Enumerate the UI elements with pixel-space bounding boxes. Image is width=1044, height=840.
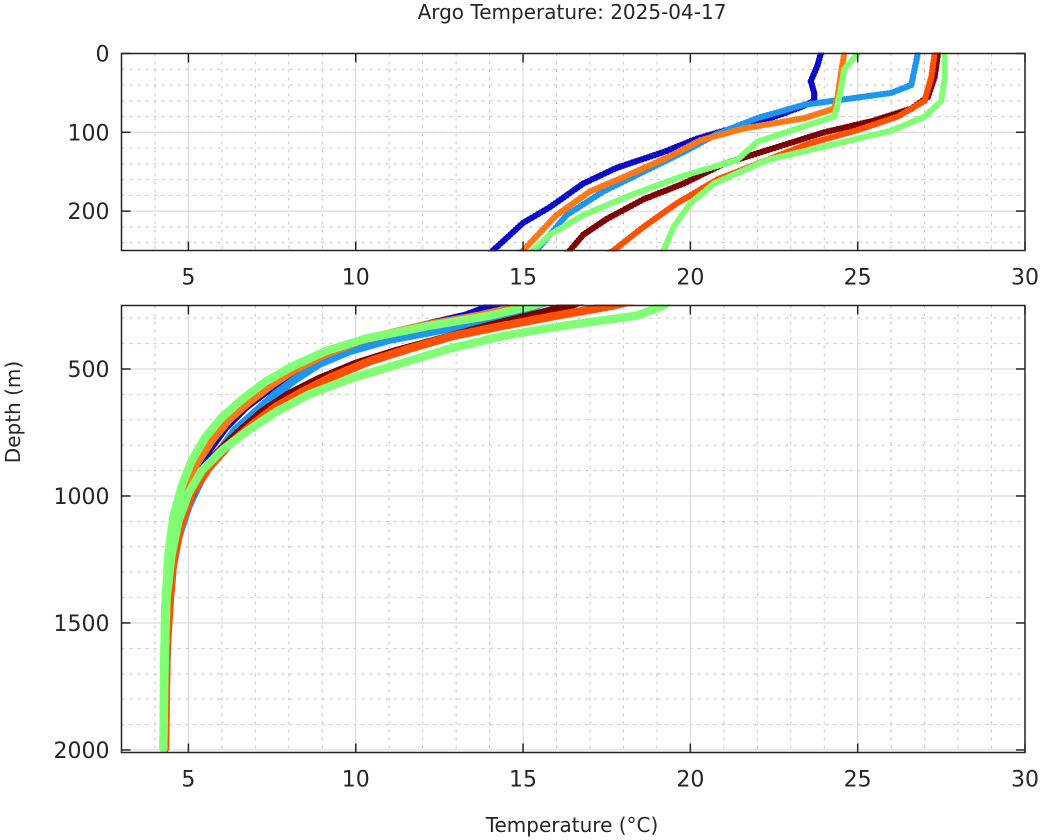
data-point [544,304,550,306]
y-tick-label: 100 [68,121,110,146]
lower-axes-box [120,304,1026,754]
data-point [526,251,530,252]
x-tick-label: 30 [1011,768,1039,793]
x-tick-label: 5 [181,266,195,291]
x-tick-label: 25 [844,266,872,291]
data-point [512,253,518,259]
data-point [536,295,544,303]
upper-series [485,52,948,259]
lower-ticks: 5 10 15 20 25 30 500 1000 1500 2000 [54,305,1039,793]
data-point [536,304,539,305]
x-tick-label: 30 [1011,266,1039,291]
x-tick-label: 20 [676,768,704,793]
x-tick-label: 20 [676,266,704,291]
data-point [508,296,516,304]
data-point [630,296,638,304]
upper-ticks: 5 10 15 20 25 30 0 100 200 [68,43,1040,291]
y-tick-label: 500 [68,358,110,383]
data-point [531,304,538,306]
upper-axes-box [120,52,1026,252]
data-point [549,296,557,304]
data-point [507,296,515,304]
data-point [529,252,535,258]
data-point [632,296,640,304]
data-point [550,295,558,303]
data-point [577,304,584,306]
y-tick-label: 0 [96,43,110,68]
data-point [582,296,590,304]
data-point [562,252,568,258]
x-tick-label: 25 [844,768,872,793]
data-point [485,253,491,259]
x-tick-label: 10 [342,266,370,291]
data-point [668,304,672,305]
data-point [507,304,512,305]
data-point [535,296,543,304]
x-tick-label: 15 [509,768,537,793]
data-point [579,304,585,306]
profile-7-line [656,52,948,259]
data-point [629,304,634,306]
data-point [516,251,519,252]
x-tick-label: 5 [181,768,195,793]
profile-4-line [160,296,590,753]
data-point [546,304,551,306]
y-tick-label: 1000 [54,485,110,510]
data-point [547,304,551,305]
lower-grid [121,305,1026,753]
lower-panel: 5 10 15 20 25 30 500 1000 1500 2000 [54,295,1039,793]
x-axis-label: Temperature (°C) [485,813,659,837]
x-tick-label: 10 [342,768,370,793]
data-point [545,304,551,306]
data-point [159,744,168,753]
profile-7-line [159,296,675,753]
data-point [533,304,539,306]
series-group [485,52,948,259]
chart-title: Argo Temperature: 2025-04-17 [418,0,727,24]
y-tick-label: 200 [68,200,110,225]
data-point [631,304,635,305]
data-point [656,253,662,259]
data-point [605,250,610,252]
data-point [627,304,633,306]
y-axis-label: Depth (m) [1,361,25,463]
data-point [548,304,551,305]
profile-6-line [522,52,861,259]
data-point [601,252,607,258]
y-tick-label: 2000 [54,739,110,764]
series-group [159,295,675,753]
data-point [547,296,555,304]
lower-series [159,295,675,753]
profile-1-line [160,296,516,753]
data-point [582,304,585,305]
x-tick-label: 15 [509,266,537,291]
data-point [522,253,528,259]
upper-panel: 5 10 15 20 25 30 0 100 200 [68,43,1040,291]
data-point [547,296,555,304]
data-point [503,304,510,306]
data-point [548,295,556,303]
data-point [581,296,589,304]
data-point [505,304,511,306]
y-tick-label: 1500 [54,612,110,637]
data-point [667,296,675,304]
